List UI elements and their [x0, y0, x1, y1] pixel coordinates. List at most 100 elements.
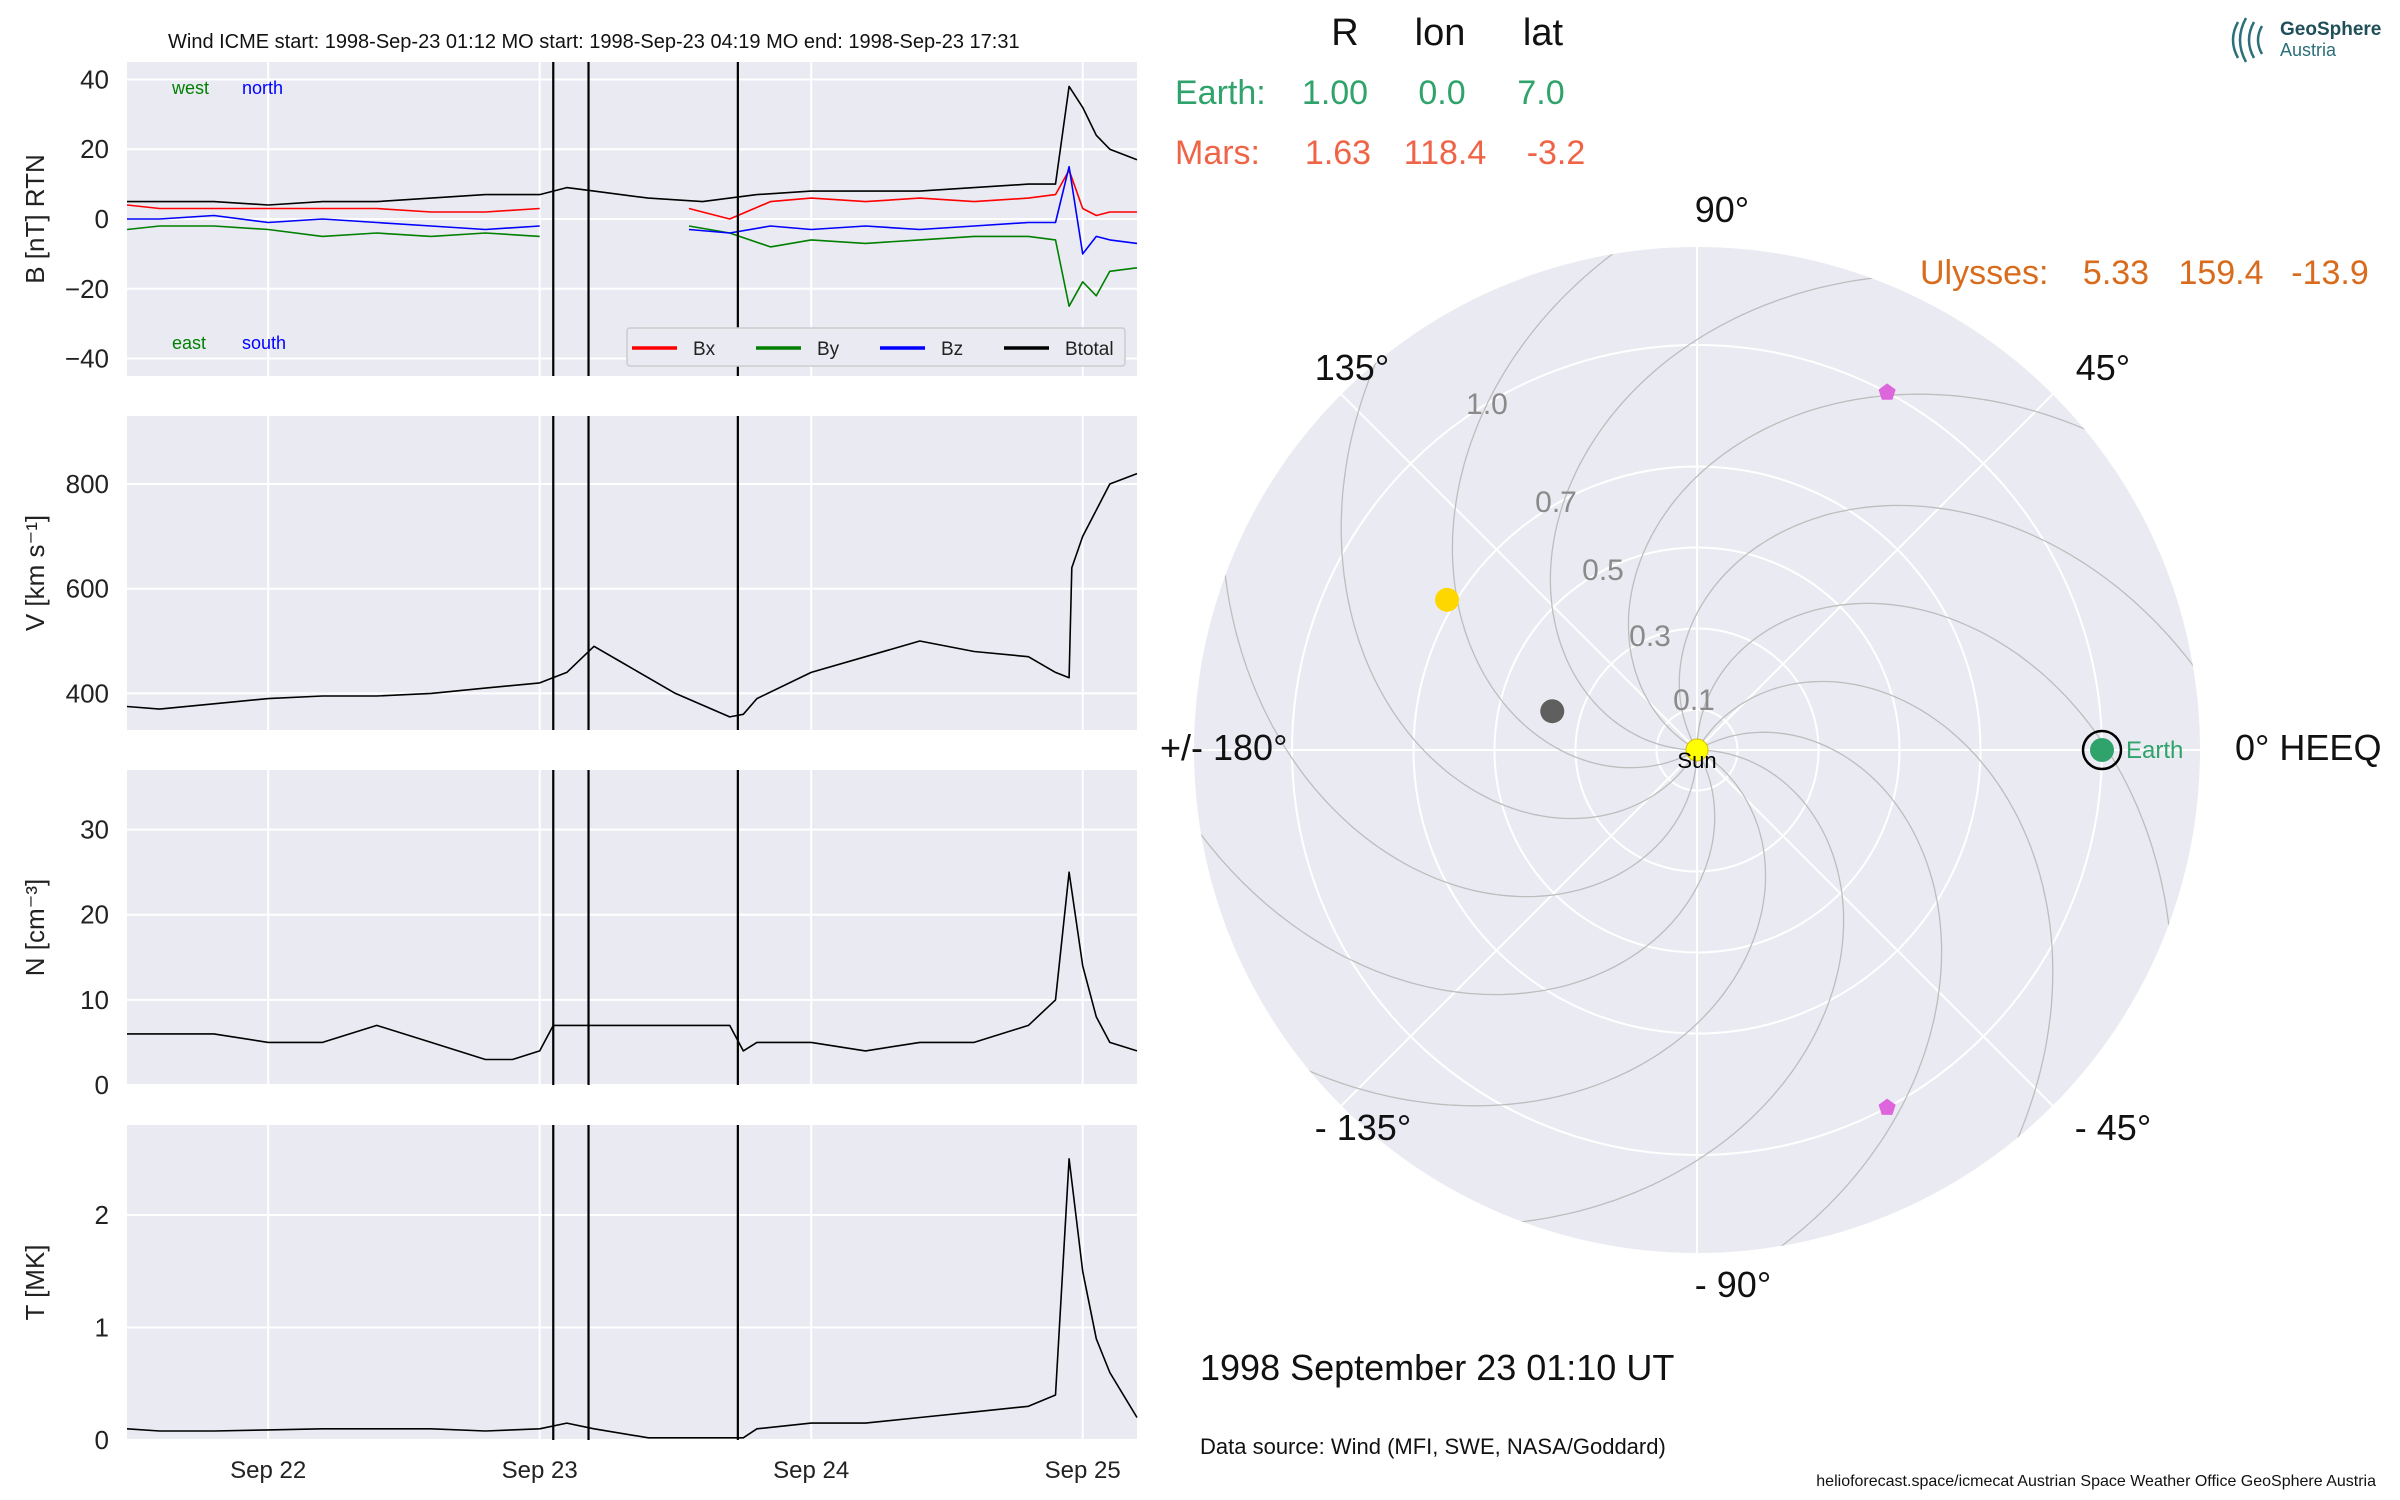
- y-tick-label: 20: [80, 900, 109, 930]
- annotation-east: east: [172, 333, 206, 353]
- source-label: Data source: Wind (MFI, SWE, NASA/Goddar…: [1200, 1434, 1666, 1459]
- series-line-bx: [126, 169, 1137, 220]
- series-line-v: [126, 472, 1138, 718]
- pos-ulysses-r: 5.33: [2083, 254, 2149, 292]
- y-tick-label: 1: [95, 1313, 109, 1343]
- legend-btotal: Btotal: [1065, 339, 1114, 360]
- legend-by: By: [817, 339, 840, 360]
- radial-tick-label: 0.7: [1535, 486, 1577, 519]
- legend-bz: Bz: [941, 339, 963, 360]
- annotation-north: north: [242, 78, 283, 98]
- panel-speed: 400 600 800 V [km s⁻¹]: [20, 416, 1138, 730]
- pos-header-lat: lat: [1523, 12, 1564, 54]
- radial-tick-label: 0.3: [1629, 620, 1671, 653]
- y-tick-label: −20: [65, 274, 109, 304]
- spiral-line: [1340, 247, 1694, 820]
- date-label: 1998 September 23 01:10 UT: [1200, 1347, 1674, 1388]
- logo-line2: Austria: [2280, 40, 2337, 60]
- angle-label: - 45°: [2075, 1107, 2151, 1148]
- pos-header-lon: lon: [1415, 12, 1466, 54]
- y-axis-label: B [nT] RTN: [20, 154, 50, 284]
- legend-bx: Bx: [693, 339, 716, 360]
- label-sun: Sun: [1677, 748, 1716, 773]
- angle-label: - 135°: [1315, 1107, 1411, 1148]
- marker-spacecraft: [1878, 383, 1896, 400]
- panel-background: [127, 770, 1137, 1085]
- footer-credits: helioforecast.space/icmecat Austrian Spa…: [1816, 1473, 2376, 1490]
- marker-sun: [1685, 738, 1709, 762]
- spiral-line: [1662, 731, 1943, 1253]
- spiral-line: [1386, 749, 1845, 1227]
- y-axis-label: N [cm⁻³]: [20, 879, 50, 977]
- x-tick-label: Sep 25: [1045, 1457, 1121, 1484]
- angle-label: +/- 180°: [1160, 727, 1287, 768]
- spiral-line: [1549, 273, 2008, 751]
- panel-background: [127, 1125, 1137, 1440]
- panel-density: 0 10 20 30 N [cm⁻³]: [20, 770, 1138, 1100]
- pos-mars-lon: 118.4: [1404, 134, 1487, 172]
- y-tick-label: 40: [80, 64, 109, 94]
- y-tick-label: 2: [95, 1200, 109, 1230]
- spiral-line: [1700, 680, 2054, 1253]
- series-line-btotal: [127, 85, 1138, 206]
- angle-label: 135°: [1315, 347, 1389, 388]
- pos-header-r: R: [1331, 12, 1358, 54]
- spiral-line: [1220, 439, 1698, 898]
- pos-earth-lat: 7.0: [1517, 74, 1564, 112]
- pos-mars-r: 1.63: [1305, 134, 1371, 172]
- angular-grid-line: [1696, 749, 2054, 1107]
- pos-mars-name: Mars:: [1175, 134, 1260, 172]
- series-line-t: [126, 1158, 1138, 1439]
- spiral-line: [1194, 753, 1767, 1107]
- pos-earth-lon: 0.0: [1418, 74, 1465, 112]
- radial-tick-label: 0.5: [1582, 554, 1624, 587]
- y-tick-label: 20: [80, 134, 109, 164]
- angle-label: 0° HEEQ: [2235, 727, 2381, 768]
- angle-label: - 90°: [1695, 1264, 1771, 1305]
- y-tick-label: 0: [95, 1070, 109, 1100]
- position-table: R lon lat Earth: 1.00 0.0 7.0 Mars: 1.63…: [1175, 12, 2369, 292]
- label-earth: Earth: [2126, 737, 2183, 764]
- marker-spacecraft: [1878, 1098, 1896, 1115]
- series-line-bz: [127, 165, 1138, 255]
- series-line-n: [127, 871, 1138, 1061]
- y-tick-label: 0: [95, 204, 109, 234]
- y-tick-label: 800: [66, 469, 109, 499]
- angular-grid-line: [1340, 749, 1698, 1107]
- pos-earth-r: 1.00: [1302, 74, 1368, 112]
- angle-label: 45°: [2076, 347, 2130, 388]
- y-tick-label: 0: [95, 1425, 109, 1455]
- geosphere-logo: GeoSphere Austria: [2231, 17, 2381, 63]
- panel-temperature: 0 1 2 T [MK] Sep 22 Sep 23 Sep 24 Sep 25: [20, 1125, 1138, 1484]
- parker-spirals: [1194, 247, 2200, 1253]
- x-tick-label: Sep 24: [773, 1457, 849, 1484]
- panel-magnetic-field: −40 −20 0 20 40 B [nT] RTN: [20, 62, 1138, 376]
- y-tick-label: 400: [66, 678, 109, 708]
- y-axis-label: T [MK]: [20, 1244, 50, 1320]
- spiral-line: [1696, 602, 2174, 1061]
- pos-ulysses-lon: 159.4: [2178, 254, 2263, 292]
- marker-body-3: [1435, 587, 1460, 612]
- annotation-south: south: [242, 333, 286, 353]
- angular-grid-line: [1340, 393, 1698, 751]
- earth-ring: [2081, 729, 2123, 771]
- polar-plot: 0.10.30.5 0.7 1.0 0° HEEQ 45° 90° 135° +/- 180°…: [1160, 189, 2381, 1305]
- spiral-line: [1627, 393, 2200, 747]
- pos-ulysses-lat: -13.9: [2291, 254, 2369, 292]
- x-tick-label: Sep 22: [230, 1457, 306, 1484]
- panel-background: [127, 416, 1137, 730]
- y-tick-label: 10: [80, 985, 109, 1015]
- marker-earth: [2090, 738, 2114, 762]
- radial-tick-label: 1.0: [1466, 388, 1508, 421]
- marker-body-2: [1540, 699, 1565, 724]
- pos-ulysses-name: Ulysses:: [1920, 254, 2048, 292]
- pos-mars-lat: -3.2: [1527, 134, 1586, 172]
- series-line-by: [126, 225, 1138, 307]
- pos-earth-name: Earth:: [1175, 74, 1266, 112]
- spiral-line: [1194, 715, 1716, 996]
- x-tick-label: Sep 23: [502, 1457, 578, 1484]
- annotation-west: west: [171, 78, 209, 98]
- y-tick-label: −40: [65, 344, 109, 374]
